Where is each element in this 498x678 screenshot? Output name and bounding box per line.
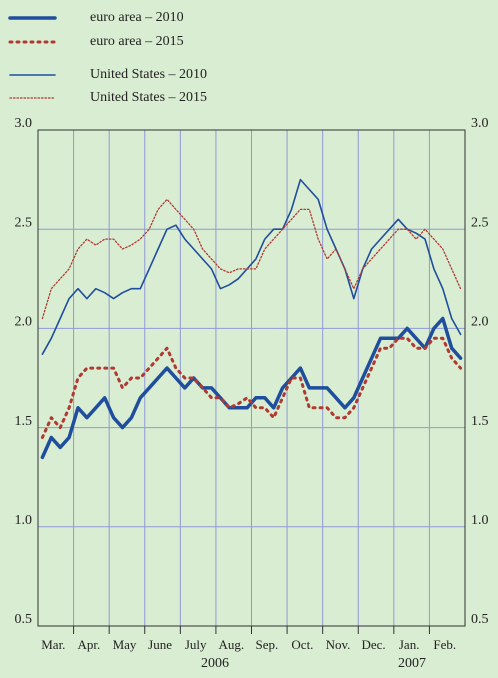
y-tick-label: 3.0: [15, 116, 33, 131]
x-tick-label: Apr.: [78, 637, 101, 652]
series-line: [40, 336, 463, 439]
y-tick-label: 2.5: [15, 215, 33, 230]
year-label: 2006: [201, 656, 229, 671]
x-tick-label: Aug.: [218, 637, 244, 652]
x-tick-label: May: [113, 637, 137, 652]
series-line: [41, 178, 462, 355]
y-tick-label: 0.5: [15, 612, 33, 627]
legend-label: United States – 2010: [90, 67, 207, 82]
x-tick-label: Nov.: [326, 637, 351, 652]
x-tick-label: July: [185, 637, 207, 652]
y2-tick-label: 2.0: [471, 315, 489, 330]
y2-tick-label: 1.5: [471, 414, 489, 429]
x-tick-label: June: [148, 637, 172, 652]
x-tick-label: Feb.: [433, 637, 456, 652]
y2-tick-label: 1.0: [471, 513, 489, 528]
x-tick-label: Mar.: [41, 637, 65, 652]
x-tick-label: Dec.: [362, 637, 386, 652]
y-tick-label: 1.5: [15, 414, 33, 429]
legend-label: United States – 2015: [90, 90, 207, 105]
x-tick-label: Jan.: [399, 637, 420, 652]
y-tick-label: 2.0: [15, 315, 33, 330]
x-tick-label: Oct.: [291, 637, 313, 652]
legend-label: euro area – 2015: [90, 34, 184, 49]
y-tick-label: 1.0: [15, 513, 33, 528]
series-line: [41, 198, 462, 320]
y2-tick-label: 0.5: [471, 612, 489, 627]
y2-tick-label: 3.0: [471, 116, 489, 131]
legend-label: euro area – 2010: [90, 10, 184, 25]
x-tick-label: Sep.: [255, 637, 278, 652]
year-label: 2007: [398, 656, 426, 671]
y2-tick-label: 2.5: [471, 215, 489, 230]
